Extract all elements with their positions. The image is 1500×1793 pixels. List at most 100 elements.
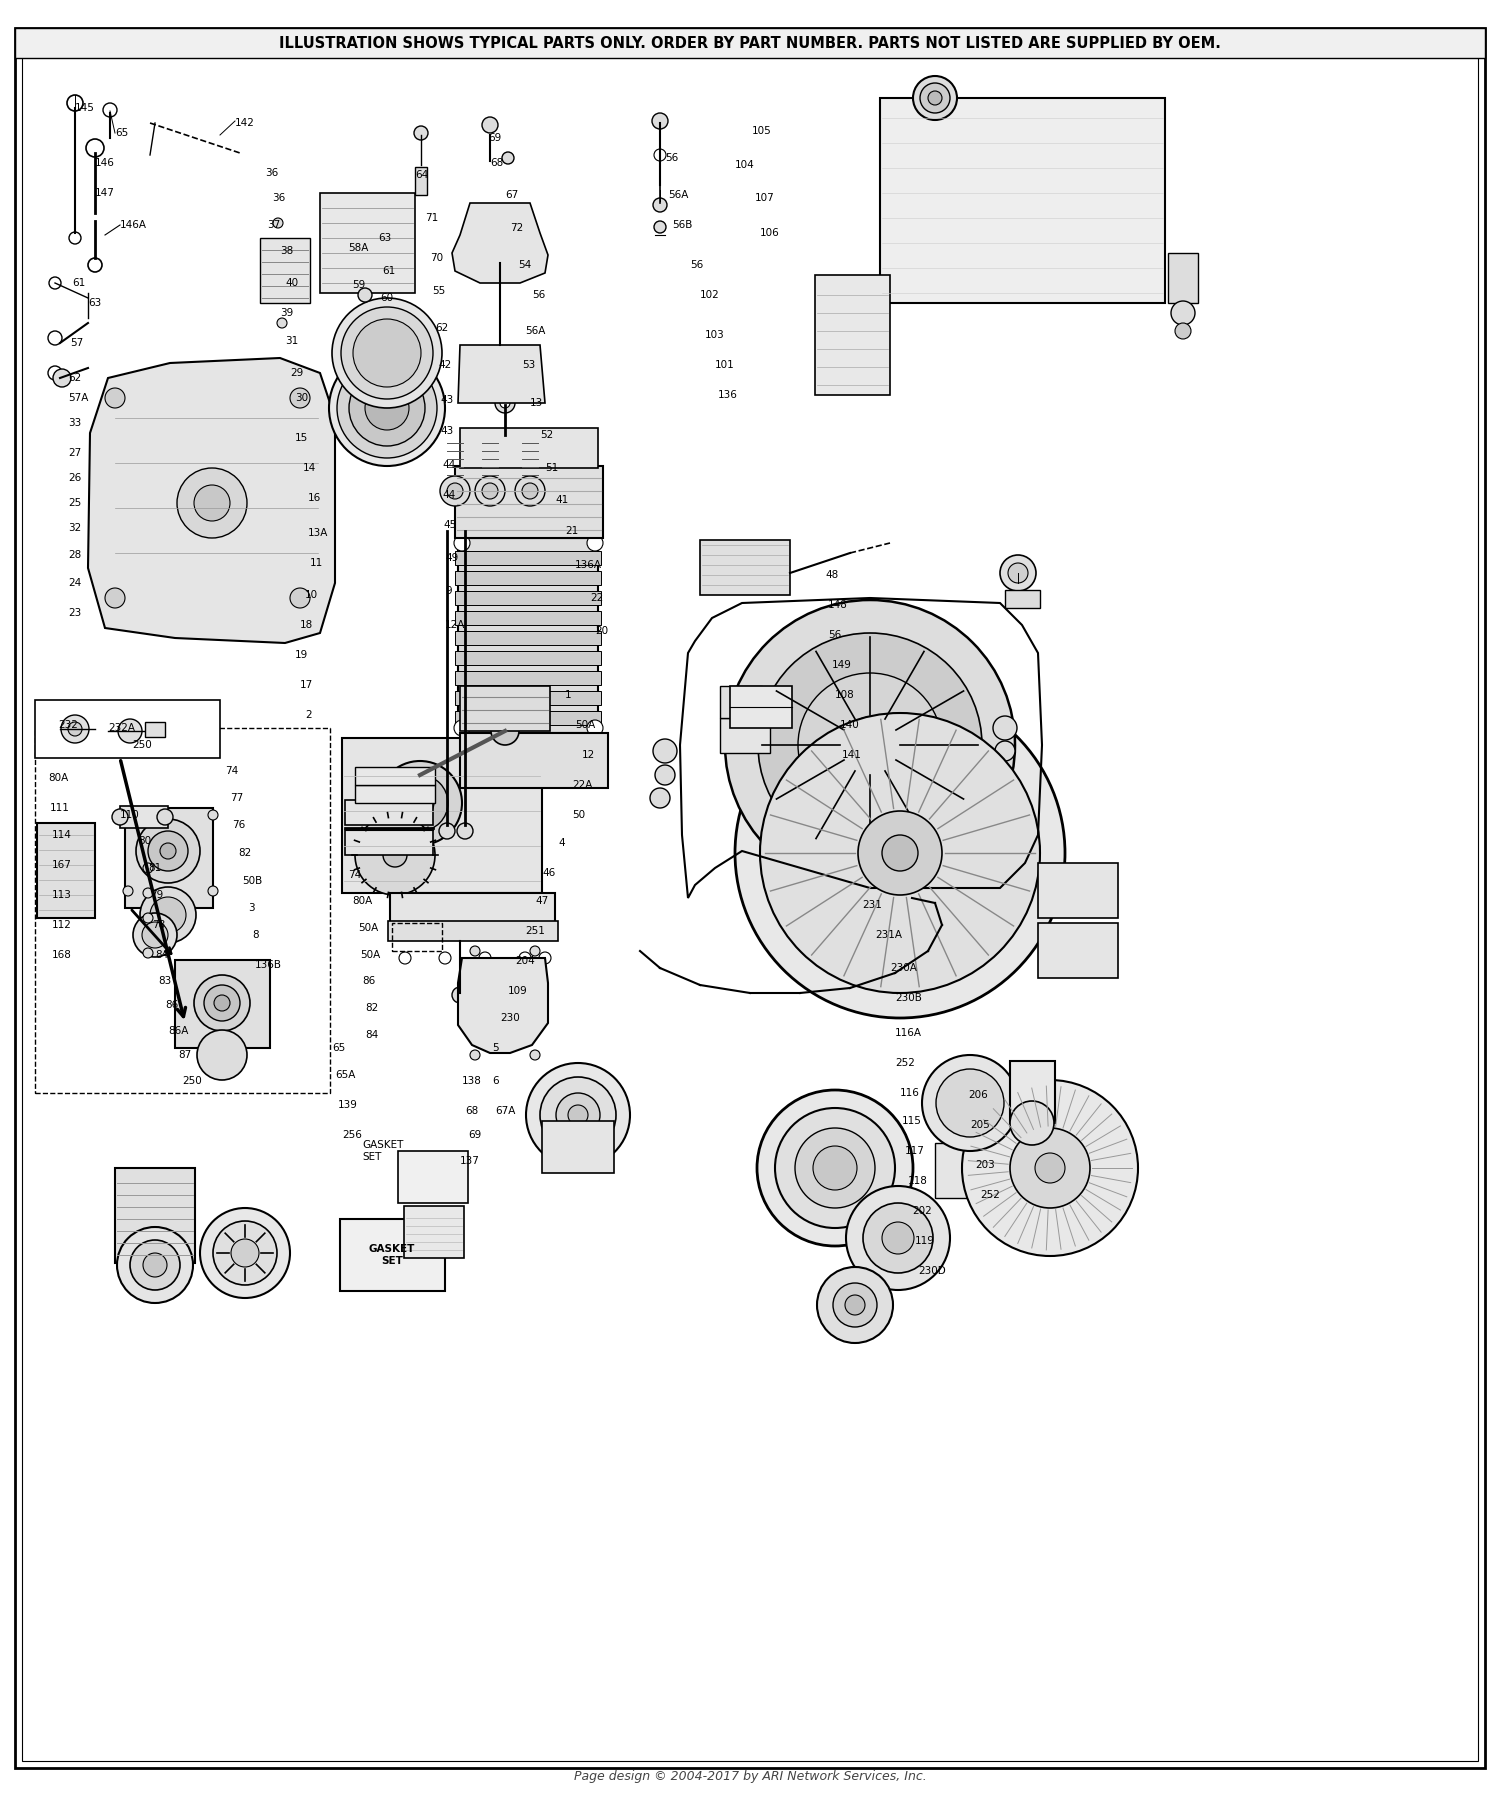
Bar (342, 739, 542, 893)
Bar (1010, 1061, 1054, 1122)
Text: 54: 54 (518, 260, 531, 271)
Text: 146A: 146A (120, 221, 147, 230)
Circle shape (458, 823, 472, 839)
Circle shape (470, 947, 480, 956)
Circle shape (130, 1241, 180, 1289)
Text: 50A: 50A (574, 721, 596, 730)
Text: 80A: 80A (352, 896, 372, 905)
Circle shape (117, 1226, 194, 1304)
Circle shape (142, 913, 153, 923)
Text: 203: 203 (975, 1160, 994, 1171)
Text: 202: 202 (912, 1207, 932, 1216)
Circle shape (813, 1146, 856, 1191)
Text: 84: 84 (364, 1029, 378, 1040)
Text: 168: 168 (53, 950, 72, 959)
Circle shape (928, 91, 942, 106)
Circle shape (482, 117, 498, 133)
Circle shape (392, 775, 448, 830)
Text: 6: 6 (492, 1076, 498, 1087)
Circle shape (914, 75, 957, 120)
Bar (542, 1121, 614, 1173)
Text: 64: 64 (416, 170, 429, 179)
Text: 136B: 136B (255, 959, 282, 970)
Circle shape (352, 319, 422, 387)
Circle shape (140, 888, 196, 943)
Text: 252: 252 (896, 1058, 915, 1069)
Text: 39: 39 (280, 308, 294, 317)
Text: 61: 61 (382, 265, 396, 276)
Circle shape (196, 1029, 248, 1079)
Bar (460, 687, 550, 732)
Circle shape (540, 1078, 616, 1153)
Text: 56: 56 (532, 290, 546, 299)
Circle shape (652, 113, 668, 129)
Circle shape (478, 952, 490, 965)
Text: 59: 59 (352, 280, 366, 290)
Text: 2: 2 (304, 710, 312, 721)
Circle shape (278, 244, 286, 253)
Text: 140: 140 (840, 721, 860, 730)
Bar (454, 466, 603, 538)
Text: 231A: 231A (874, 931, 902, 940)
Text: 45: 45 (442, 520, 456, 531)
Bar (392, 923, 442, 950)
Text: 72: 72 (510, 222, 524, 233)
Text: 18: 18 (300, 620, 313, 629)
Circle shape (440, 823, 454, 839)
Text: 32: 32 (68, 524, 81, 533)
Circle shape (364, 385, 410, 430)
Text: 9: 9 (446, 586, 452, 595)
Circle shape (278, 317, 286, 328)
Text: 4: 4 (558, 837, 564, 848)
Text: 80A: 80A (48, 773, 69, 784)
Circle shape (378, 760, 462, 845)
Circle shape (454, 721, 470, 735)
Text: 56: 56 (828, 629, 842, 640)
Polygon shape (458, 344, 544, 403)
Text: 83: 83 (158, 975, 171, 986)
Circle shape (858, 810, 942, 895)
Text: 82: 82 (364, 1002, 378, 1013)
Bar (460, 429, 598, 468)
Text: 25: 25 (68, 498, 81, 507)
Text: 204: 204 (514, 956, 534, 966)
Text: 29: 29 (290, 368, 303, 378)
Circle shape (862, 1203, 933, 1273)
Circle shape (123, 886, 134, 896)
Circle shape (48, 366, 62, 380)
Text: ILLUSTRATION SHOWS TYPICAL PARTS ONLY. ORDER BY PART NUMBER. PARTS NOT LISTED AR: ILLUSTRATION SHOWS TYPICAL PARTS ONLY. O… (279, 36, 1221, 50)
Text: 67A: 67A (495, 1106, 516, 1115)
Text: 41: 41 (555, 495, 568, 506)
Text: 105: 105 (752, 126, 771, 136)
Circle shape (148, 830, 188, 871)
Text: 43: 43 (440, 427, 453, 436)
Text: 147: 147 (94, 188, 116, 197)
Circle shape (482, 482, 498, 498)
Circle shape (290, 588, 310, 608)
Bar (700, 540, 790, 595)
Text: 8: 8 (252, 931, 258, 940)
Text: 111: 111 (50, 803, 70, 812)
Text: 27: 27 (68, 448, 81, 457)
Circle shape (724, 601, 1016, 889)
Circle shape (209, 886, 218, 896)
Bar (1038, 862, 1118, 918)
Text: 76: 76 (232, 819, 246, 830)
Circle shape (519, 952, 531, 965)
Polygon shape (452, 203, 548, 283)
Text: 107: 107 (754, 194, 774, 203)
Text: 65A: 65A (334, 1070, 356, 1079)
Bar (356, 767, 435, 785)
Bar (345, 830, 433, 855)
Text: 112: 112 (53, 920, 72, 931)
Circle shape (214, 995, 230, 1011)
Circle shape (656, 766, 675, 785)
Bar (454, 611, 602, 626)
Text: 108: 108 (836, 690, 855, 699)
Circle shape (652, 197, 668, 212)
Text: 69: 69 (488, 133, 501, 143)
Circle shape (280, 267, 290, 278)
Circle shape (882, 1223, 914, 1253)
Text: 146: 146 (94, 158, 116, 169)
Circle shape (88, 258, 102, 273)
